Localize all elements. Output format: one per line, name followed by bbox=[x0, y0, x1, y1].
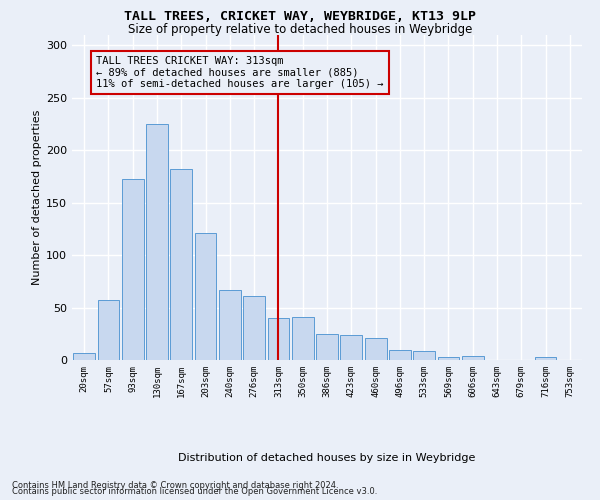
Bar bbox=[462, 356, 484, 360]
X-axis label: Distribution of detached houses by size in Weybridge: Distribution of detached houses by size … bbox=[178, 452, 476, 462]
Text: Contains public sector information licensed under the Open Government Licence v3: Contains public sector information licen… bbox=[12, 487, 377, 496]
Bar bbox=[437, 357, 460, 360]
Bar bbox=[146, 124, 168, 360]
Bar bbox=[365, 338, 386, 360]
Bar bbox=[268, 318, 289, 360]
Text: Contains HM Land Registry data © Crown copyright and database right 2024.: Contains HM Land Registry data © Crown c… bbox=[12, 481, 338, 490]
Bar bbox=[122, 178, 143, 360]
Bar bbox=[292, 317, 314, 360]
Y-axis label: Number of detached properties: Number of detached properties bbox=[32, 110, 42, 285]
Bar bbox=[170, 169, 192, 360]
Bar bbox=[97, 300, 119, 360]
Text: TALL TREES, CRICKET WAY, WEYBRIDGE, KT13 9LP: TALL TREES, CRICKET WAY, WEYBRIDGE, KT13… bbox=[124, 10, 476, 23]
Text: Size of property relative to detached houses in Weybridge: Size of property relative to detached ho… bbox=[128, 22, 472, 36]
Bar bbox=[389, 350, 411, 360]
Bar bbox=[219, 290, 241, 360]
Bar bbox=[316, 334, 338, 360]
Text: TALL TREES CRICKET WAY: 313sqm
← 89% of detached houses are smaller (885)
11% of: TALL TREES CRICKET WAY: 313sqm ← 89% of … bbox=[96, 56, 384, 89]
Bar bbox=[243, 296, 265, 360]
Bar bbox=[340, 335, 362, 360]
Bar bbox=[194, 233, 217, 360]
Bar bbox=[413, 350, 435, 360]
Bar bbox=[535, 357, 556, 360]
Bar bbox=[73, 352, 95, 360]
